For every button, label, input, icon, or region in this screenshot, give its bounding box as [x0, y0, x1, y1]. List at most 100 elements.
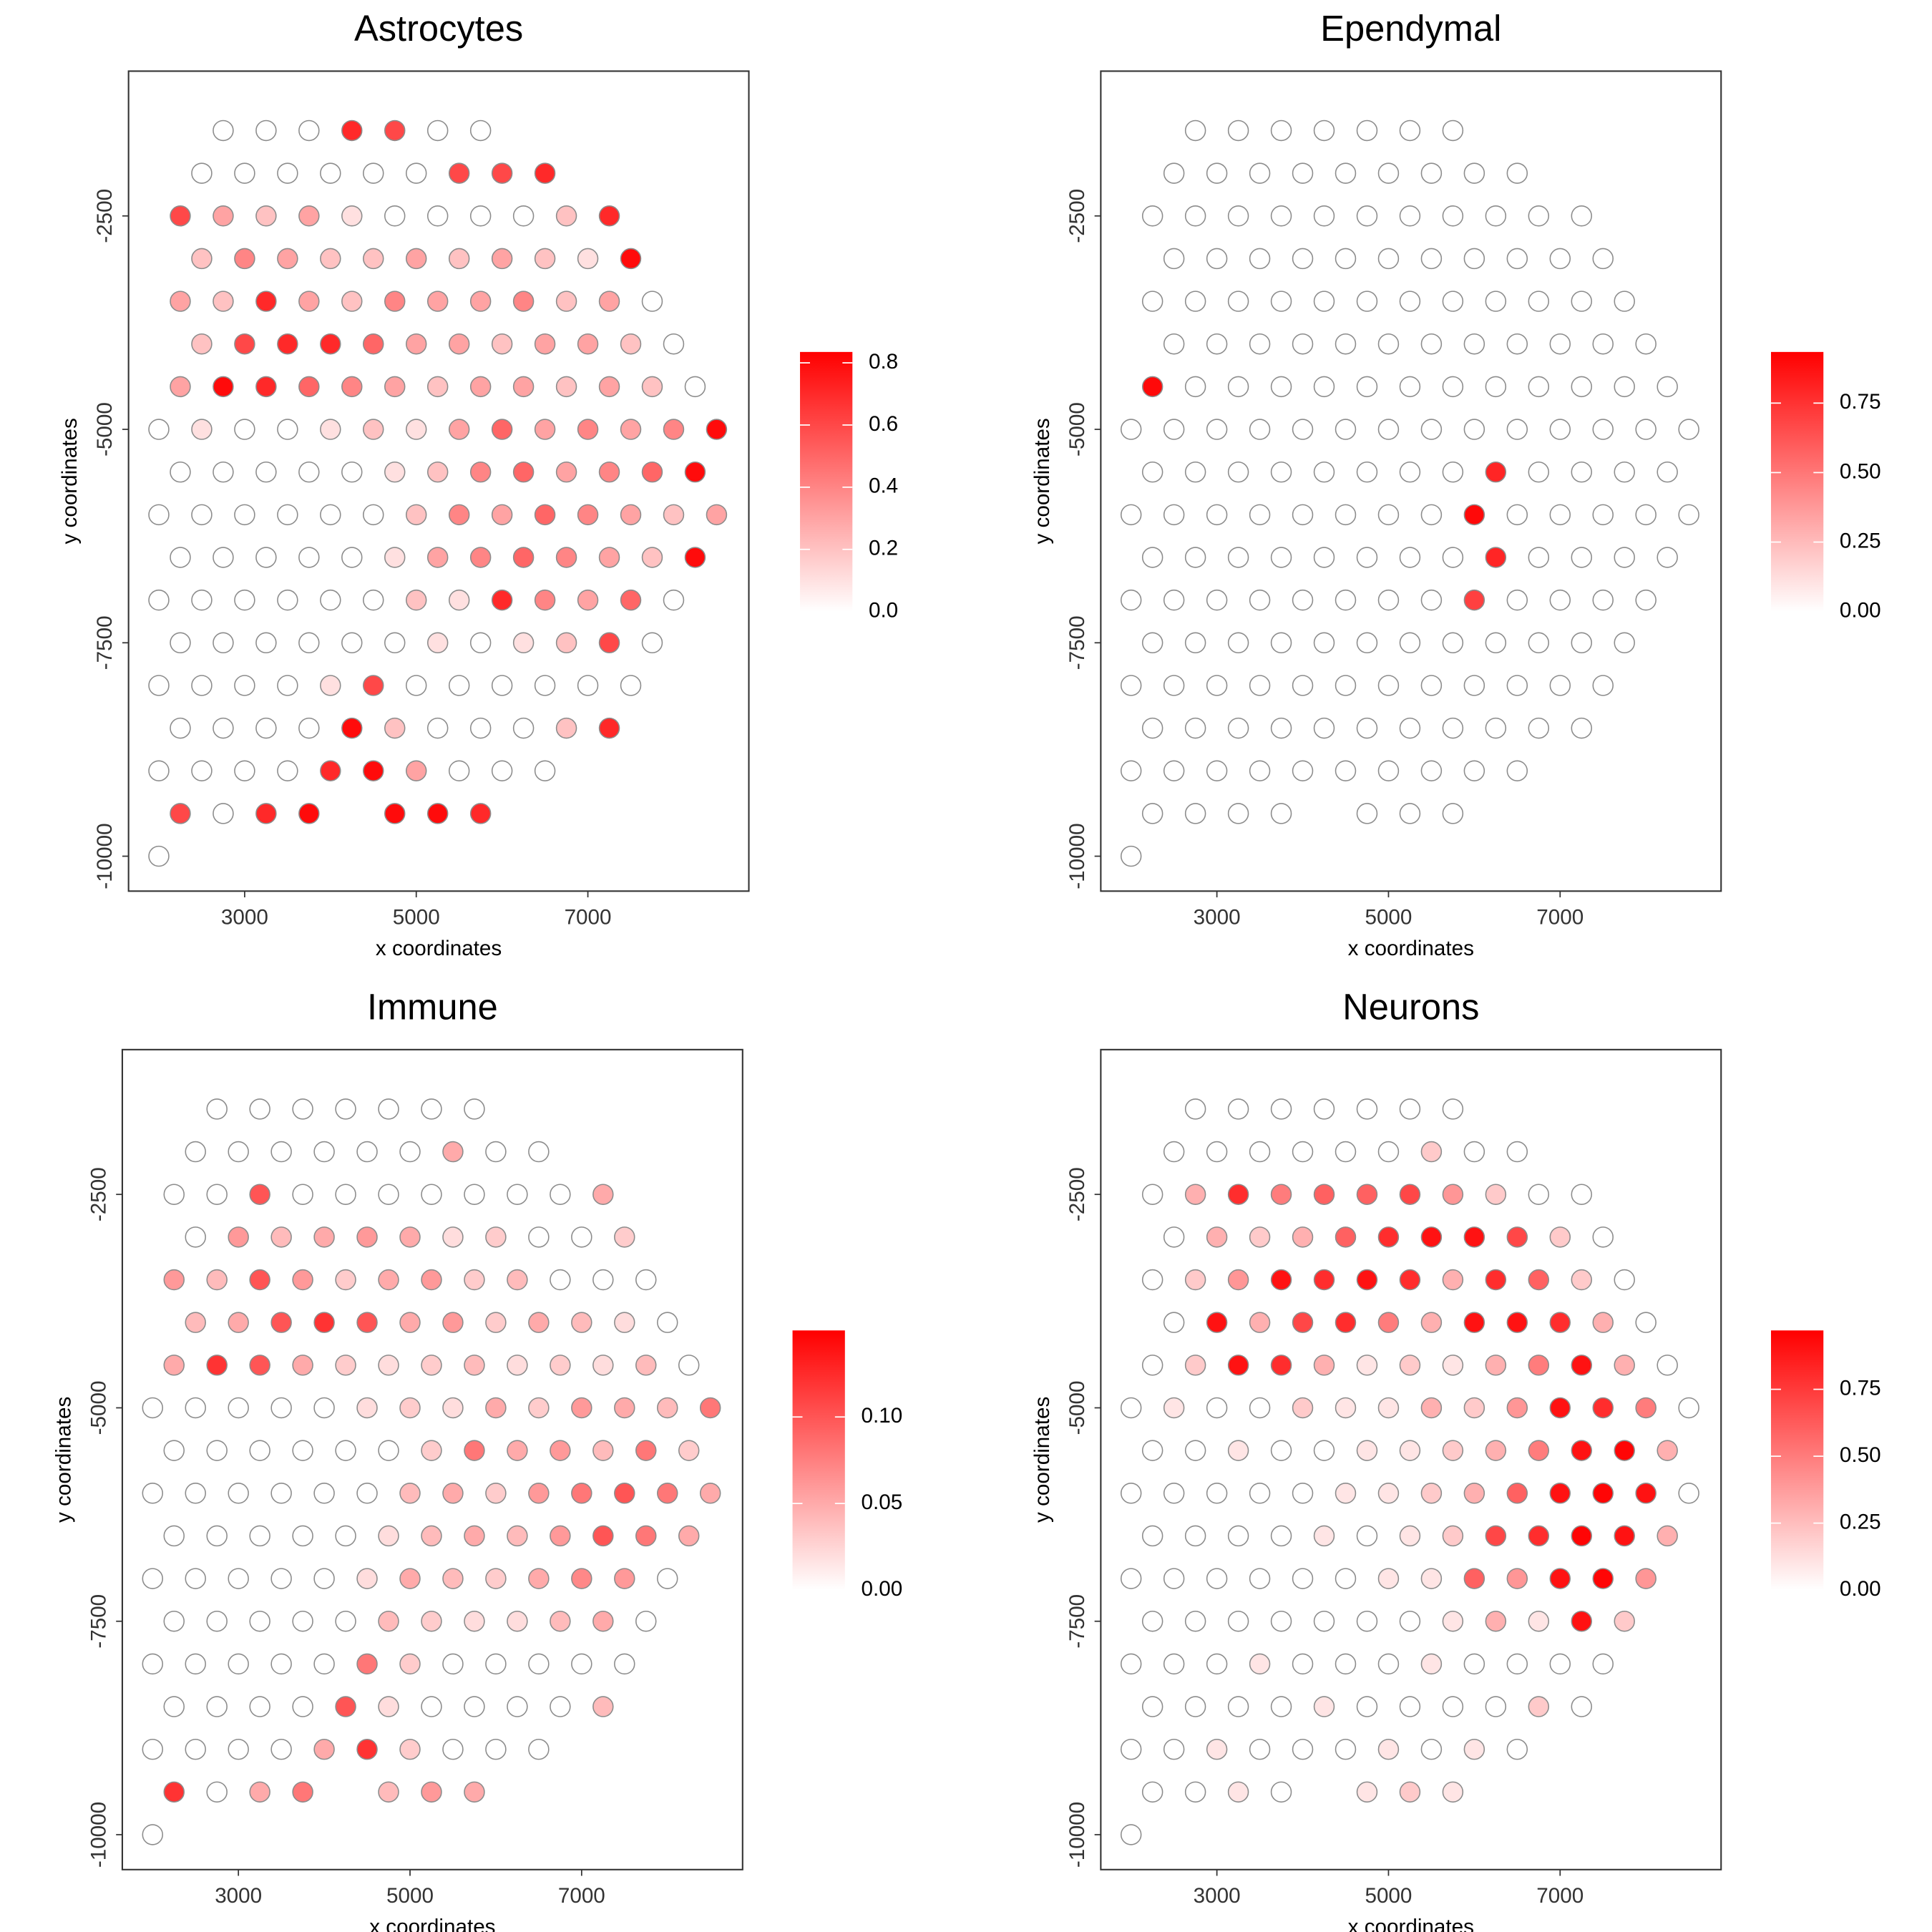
spot — [1292, 1397, 1314, 1419]
spot — [277, 589, 298, 611]
spot — [1657, 461, 1678, 483]
spot — [577, 419, 599, 440]
spot — [635, 1610, 657, 1632]
spot — [1420, 589, 1443, 611]
spot — [270, 1397, 292, 1419]
spot — [1270, 1184, 1292, 1205]
spot — [1442, 717, 1464, 739]
spot — [598, 717, 620, 739]
spot — [363, 760, 384, 781]
spot — [363, 504, 384, 526]
spot — [1313, 205, 1335, 227]
spot — [1420, 419, 1443, 440]
spot — [641, 547, 663, 568]
spot — [1592, 504, 1614, 526]
spot — [421, 1440, 442, 1461]
spot — [405, 504, 427, 526]
spot — [1377, 675, 1400, 696]
spot — [1270, 1610, 1292, 1632]
spot — [277, 248, 298, 270]
x-tick-label: 7000 — [1536, 906, 1584, 930]
spot — [270, 1568, 292, 1589]
spot — [1335, 248, 1357, 270]
spot — [678, 1525, 700, 1547]
spot — [1184, 1098, 1206, 1120]
spot — [1614, 376, 1635, 398]
spot — [378, 1610, 399, 1632]
spot — [148, 589, 170, 611]
spot — [191, 589, 213, 611]
spot — [298, 632, 320, 654]
y-tick-label: -7500 — [93, 615, 117, 670]
spot — [378, 1696, 399, 1717]
spot — [1184, 205, 1206, 227]
spot — [185, 1312, 206, 1333]
spot — [1184, 1781, 1206, 1803]
spot — [1356, 1269, 1378, 1291]
spot — [448, 589, 470, 611]
spot — [550, 1610, 571, 1632]
spot — [1442, 632, 1464, 654]
spot — [1270, 1098, 1292, 1120]
spot — [1549, 1653, 1571, 1675]
spot — [341, 291, 363, 312]
spot — [213, 632, 234, 654]
spot — [1592, 419, 1614, 440]
spot — [1506, 1483, 1528, 1504]
spot — [1141, 1440, 1163, 1461]
spot — [485, 1312, 507, 1333]
spot — [1635, 1312, 1657, 1333]
spot — [614, 1226, 635, 1248]
spot — [292, 1184, 313, 1205]
spot — [384, 205, 406, 227]
spot — [249, 1098, 270, 1120]
spot — [1356, 1355, 1378, 1376]
spot — [1442, 1696, 1464, 1717]
spot — [1463, 1141, 1485, 1163]
spot — [442, 1226, 464, 1248]
spot — [1571, 1610, 1592, 1632]
spot — [1442, 1525, 1464, 1547]
spot — [1592, 1653, 1614, 1675]
spot — [1227, 1525, 1249, 1547]
spot — [1377, 1226, 1400, 1248]
spot — [384, 547, 406, 568]
spot — [1292, 333, 1314, 355]
spot — [255, 632, 277, 654]
spot — [1356, 461, 1378, 483]
spot — [1528, 461, 1550, 483]
y-axis-title: y coordinates — [58, 418, 82, 544]
spot — [1377, 1312, 1400, 1333]
spot — [1614, 1269, 1635, 1291]
y-tick-label: -10000 — [1065, 823, 1089, 889]
spot — [512, 632, 535, 654]
spot — [1206, 760, 1228, 781]
spot — [320, 419, 341, 440]
spot — [614, 1568, 635, 1589]
spot — [1571, 205, 1592, 227]
spot — [426, 632, 449, 654]
spot — [1292, 675, 1314, 696]
spot — [206, 1525, 228, 1547]
spot — [1420, 760, 1443, 781]
spot — [356, 1226, 378, 1248]
spot — [657, 1483, 678, 1504]
spot — [1227, 291, 1249, 312]
spot — [577, 333, 599, 355]
spot — [1335, 1226, 1357, 1248]
spot — [292, 1098, 313, 1120]
spot — [1485, 717, 1507, 739]
y-axis-title: y coordinates — [52, 1397, 76, 1523]
spot — [1635, 504, 1657, 526]
spot — [405, 760, 427, 781]
spot — [1506, 1312, 1528, 1333]
spot — [1657, 1355, 1678, 1376]
spot — [464, 1098, 485, 1120]
spot — [335, 1184, 356, 1205]
spot — [684, 547, 706, 568]
spot — [234, 675, 255, 696]
spot — [678, 1440, 700, 1461]
spot — [512, 717, 535, 739]
spot — [1506, 1141, 1528, 1163]
spot — [1377, 504, 1400, 526]
